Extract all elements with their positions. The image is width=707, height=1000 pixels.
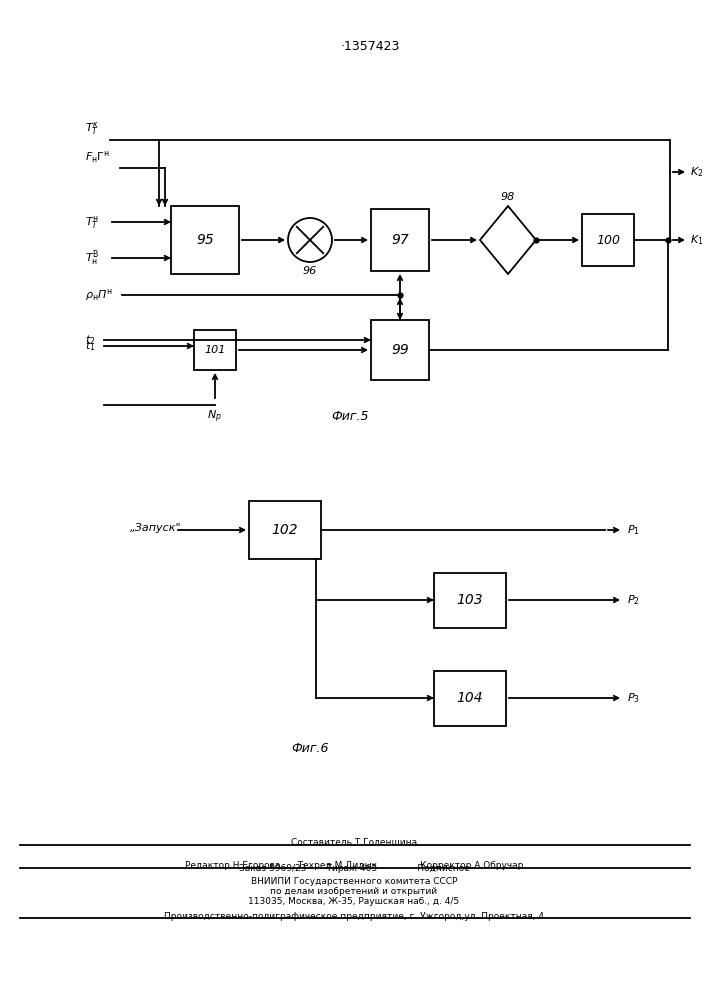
Text: 102: 102 [271,523,298,537]
Bar [582,214,634,266]
Text: $P_1$: $P_1$ [627,523,640,537]
Text: 97: 97 [391,233,409,247]
Text: $F_{\text{н}}\Gamma^{\text{н}}$: $F_{\text{н}}\Gamma^{\text{н}}$ [85,149,110,165]
Polygon shape [480,206,536,274]
Text: Фиг.6: Фиг.6 [291,742,329,755]
Text: 104: 104 [457,691,484,705]
Text: Заказ 5969/23       Тираж 463              Подписное: Заказ 5969/23 Тираж 463 Подписное [238,864,469,873]
Text: 95: 95 [196,233,214,247]
Text: $N_p$: $N_p$ [207,409,222,425]
Text: $T_{\text{н}}^{\text{B}}$: $T_{\text{н}}^{\text{B}}$ [85,248,99,268]
Text: Производственно-полиграфическое предприятие, г. Ужгород,ул. Проектная, 4: Производственно-полиграфическое предприя… [164,912,544,921]
Text: 103: 103 [457,593,484,607]
Bar [371,320,429,380]
Text: 113035, Москва, Ж-35, Раушская наб., д. 4/5: 113035, Москва, Ж-35, Раушская наб., д. … [248,897,460,906]
Text: $\rho_{\text{н}}П^{\text{н}}$: $\rho_{\text{н}}П^{\text{н}}$ [85,287,113,303]
Text: Фиг.5: Фиг.5 [332,410,369,423]
Text: ВНИИПИ Государственного комитета СССР: ВНИИПИ Государственного комитета СССР [251,877,457,886]
Bar [371,209,429,271]
Text: „Запуск": „Запуск" [130,523,182,533]
Bar [434,572,506,628]
Bar [434,670,506,726]
Text: 100: 100 [596,233,620,246]
Text: $T_T^{\text{н}}$: $T_T^{\text{н}}$ [85,214,99,231]
Text: $T_T^{\kappa}$: $T_T^{\kappa}$ [85,120,99,137]
Text: по делам изобретений и открытий: по делам изобретений и открытий [271,887,438,896]
Text: $K_2$: $K_2$ [690,165,703,179]
Text: $t_1$: $t_1$ [85,339,95,353]
Circle shape [288,218,332,262]
Bar [194,330,236,370]
Text: $K_1$: $K_1$ [690,233,703,247]
Text: 98: 98 [501,192,515,202]
Text: $P_2$: $P_2$ [627,593,640,607]
Text: $t_2$: $t_2$ [85,333,95,347]
Text: $P_3$: $P_3$ [627,691,640,705]
Bar [249,501,321,559]
Text: Редактор Н.Егорова      Техред М.Дидык               Корректор А.Обручар: Редактор Н.Егорова Техред М.Дидык Коррек… [185,861,523,870]
Bar [171,206,239,274]
Text: Составитель Т.Голеншина: Составитель Т.Голеншина [291,838,417,847]
Text: 96: 96 [303,266,317,276]
Text: 99: 99 [391,343,409,357]
Text: ·1357423: ·1357423 [340,40,399,53]
Text: 101: 101 [204,345,226,355]
